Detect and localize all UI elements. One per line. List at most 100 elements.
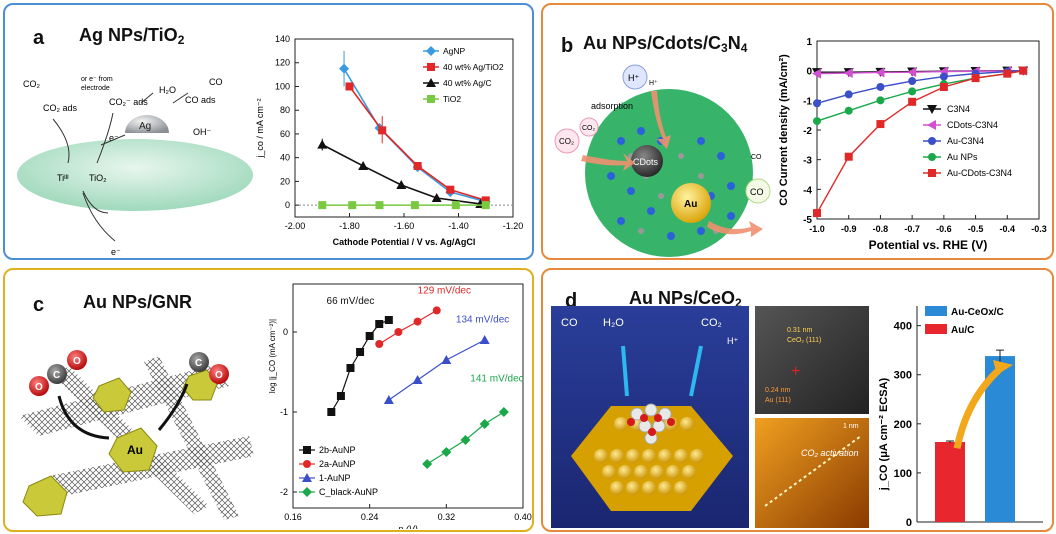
chart-c-point: [375, 340, 384, 348]
chart-a-ytick-label: 100: [275, 81, 290, 91]
chart-b-legend-marker: [927, 105, 937, 114]
panel-d-title-sub: 2: [735, 296, 742, 310]
chart-d: 0 100 200 300 400 j_CO (μA cm⁻² ECSA) Au-CeOx/…: [878, 306, 1043, 529]
chart-a-xtick-label: -1.40: [448, 221, 469, 231]
scheme-a-oh: OH⁻: [193, 127, 212, 137]
chart-b-point: [908, 97, 917, 106]
chart-b-point: [908, 77, 917, 86]
chart-c-xtick-label: 0.32: [438, 512, 456, 522]
scheme-a-h2o: H₂O: [159, 85, 176, 95]
chart-b-series-line: [816, 69, 1024, 214]
chart-a-point: [481, 201, 490, 210]
chart-c-point: [479, 419, 490, 429]
chart-b-ytick-label: -3: [803, 156, 812, 167]
chart-c-point: [479, 335, 490, 344]
chart-c-frame: [292, 283, 524, 509]
chart-a-point: [431, 193, 442, 203]
scheme-d-arrows: [621, 345, 703, 397]
panel-a-title: Ag NPs/TiO2: [79, 25, 184, 47]
scheme-c-o3: O: [215, 370, 223, 381]
chart-c-point: [327, 408, 336, 416]
chart-b-legend-label: CDots-C3N4: [947, 120, 998, 130]
chart-b-point: [812, 68, 821, 79]
chart-c-ytick-label: 0: [283, 327, 288, 337]
chart-b-xtick-label: -0.8: [873, 224, 889, 234]
scheme-c-au: Au: [127, 443, 143, 457]
chart-c: 0 -1 -2 0.16 0.24 0.32 0.40 η (V) log |j_CO (mA …: [268, 283, 532, 529]
chart-c-xlabel: η (V): [398, 524, 418, 529]
chart-b-point: [876, 96, 885, 105]
scheme-d-lattice1: 0.31 nm: [787, 327, 812, 334]
au-particle: [671, 183, 711, 223]
co2-bubble-2: [579, 117, 599, 137]
scheme-b-co2-2: CO₂: [582, 125, 596, 132]
chart-c-legend-label: 2a-AuNP: [319, 459, 356, 469]
chart-b-point: [875, 67, 885, 78]
chart-b-ytick-label: 0: [806, 67, 812, 78]
chart-a-ytick-label: 20: [280, 176, 290, 186]
chart-a-legend-label: 40 wt% Ag/C: [443, 78, 492, 88]
panel-b-letter: b: [561, 35, 574, 57]
stm-step-edge: [764, 435, 862, 507]
chart-c-point: [460, 435, 471, 445]
chart-c-point: [356, 348, 365, 356]
chart-c-legend-label: 1-AuNP: [319, 473, 351, 483]
chart-b-series-line: [816, 69, 1024, 104]
chart-a-ytick-label: 80: [280, 105, 290, 115]
hrtem-cross-marker: +: [791, 363, 800, 380]
panel-a-scheme: Ag CO₂ or e⁻ from electrode CO₂ ads CO₂⁻…: [17, 76, 253, 257]
scheme-c-o1: O: [35, 382, 43, 393]
chart-c-legend-marker: [302, 487, 312, 497]
scheme-a-arrows: [52, 92, 189, 242]
chart-a-point: [345, 82, 354, 91]
scheme-a-co2: CO₂: [23, 79, 41, 89]
ceo2-cluster: [630, 403, 672, 445]
panel-d: d Au NPs/CeO2 CO H₂O CO₂ H⁺: [541, 268, 1054, 532]
chart-d-ytick-label: 400: [894, 321, 912, 333]
scheme-b-co2: CO₂: [559, 137, 574, 146]
panel-b-title: Au NPs/Cdots/C3N4: [583, 33, 747, 55]
panel-c-title: Au NPs/GNR: [83, 292, 193, 312]
c3n4-sheet: [585, 89, 753, 257]
chart-c-ylabel: log |j_CO (mA cm⁻²)|: [268, 319, 277, 393]
chart-c-xtick-label: 0.16: [284, 512, 302, 522]
hrtem-image: [755, 306, 869, 414]
chart-b-legend-label: Au-C3N4: [947, 136, 984, 146]
chart-b-xtick-label: -0.5: [968, 224, 984, 234]
scheme-a-co2-ads: CO₂ ads: [43, 103, 78, 113]
scheme-d-hplus: H⁺: [727, 336, 738, 346]
chart-b-xtick-label: -0.4: [1000, 224, 1016, 234]
scheme-c-c2: C: [195, 358, 202, 369]
scheme-b-hplus-2: H⁺: [649, 80, 658, 87]
chart-b-point: [1003, 69, 1012, 78]
chart-c-legend-marker: [303, 446, 311, 454]
chart-a-legend-label: 40 wt% Ag/TiO2: [443, 62, 504, 72]
chart-a-ytick-label: 140: [275, 34, 290, 44]
chart-b-ytick-label: -5: [803, 215, 812, 226]
scheme-b-co-2: CO: [751, 154, 762, 161]
chart-b-point: [971, 74, 980, 83]
chart-b-point: [876, 82, 885, 91]
chart-a-point: [446, 185, 455, 194]
scheme-d-co2: CO₂: [701, 317, 722, 329]
o-atom-1: [29, 376, 49, 396]
chart-a: 0 20 40 60 80 100 120 140 -2.00 -1.80 -1.60 -1.40 -1…: [255, 34, 523, 247]
scheme-d-h2o: H₂O: [603, 317, 624, 329]
scheme-d-activation: CO₂ activation: [801, 448, 858, 458]
chart-d-legend-swatch: [925, 324, 947, 334]
chart-c-series-line: [378, 309, 438, 345]
chart-b-legend-marker: [927, 120, 936, 130]
panel-a: a Ag NPs/TiO2 Ag CO₂ or e⁻ from electrod…: [3, 3, 534, 260]
chart-c-slope-label: 134 mV/dec: [456, 314, 509, 325]
chart-b-legend-marker: [928, 137, 936, 145]
tio2-support-ellipse: [17, 139, 253, 211]
o-atom-3: [209, 364, 229, 384]
chart-c-point: [413, 317, 422, 326]
chart-a-ytick-label: 120: [275, 58, 290, 68]
scheme-d-lattice2: CeO₂ (111): [787, 337, 821, 344]
scheme-b-hplus: H⁺: [628, 73, 639, 83]
scheme-a-co-ads: CO ads: [185, 95, 216, 105]
panel-b-title-tail: N: [727, 33, 741, 53]
chart-a-ytick-label: 60: [280, 129, 290, 139]
chart-b-point: [844, 152, 853, 161]
